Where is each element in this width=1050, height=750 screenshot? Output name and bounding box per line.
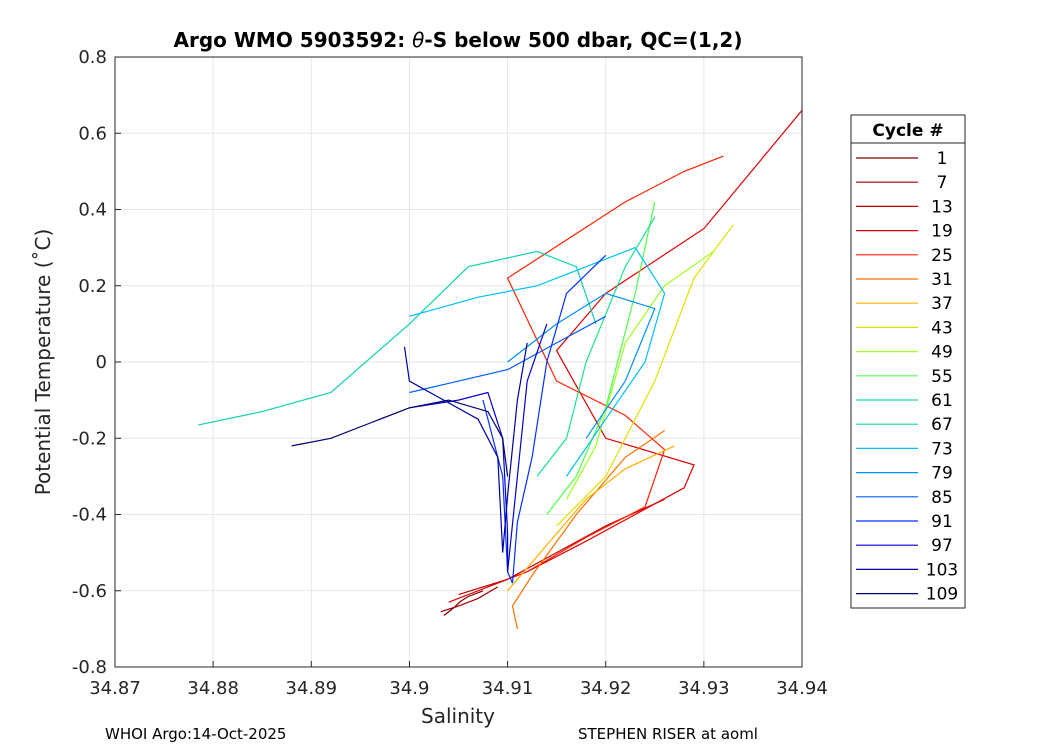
series-line-49 <box>565 250 715 500</box>
legend-label: 1 <box>937 149 948 169</box>
series-line-85 <box>409 315 606 394</box>
series-line-25 <box>506 155 724 573</box>
y-tick-label: 0.4 <box>78 200 107 221</box>
series-line-19 <box>448 110 803 603</box>
series-line-73 <box>409 246 666 477</box>
y-tick-label: -0.4 <box>72 505 107 526</box>
series-line-61 <box>536 216 656 477</box>
legend-label: 97 <box>931 536 953 556</box>
y-tick-label: -0.6 <box>72 581 107 602</box>
series-line-103 <box>403 342 528 553</box>
x-tick-label: 34.93 <box>678 678 730 699</box>
y-tick-label: -0.2 <box>72 428 107 449</box>
y-tick-label: 0.2 <box>78 276 107 297</box>
y-tick-label: 0.8 <box>78 47 107 68</box>
series-line-1 <box>443 590 484 616</box>
series-line-109 <box>291 399 509 477</box>
footer-operator: STEPHEN RISER at aoml <box>578 725 758 743</box>
series-line-79 <box>507 292 656 439</box>
legend-label: 13 <box>931 197 953 217</box>
x-tick-label: 34.92 <box>580 678 632 699</box>
y-axis-label: Potential Temperature (˚C) <box>31 229 55 496</box>
series-line-67 <box>198 250 597 426</box>
y-tick-label: -0.8 <box>72 657 107 678</box>
y-tick-label: 0 <box>96 352 107 373</box>
series-line-31 <box>511 430 665 630</box>
x-tick-label: 34.91 <box>482 678 534 699</box>
plot-series <box>198 110 803 630</box>
x-axis-label: Salinity <box>421 704 495 728</box>
legend-label: 73 <box>931 439 953 459</box>
legend-label: 43 <box>931 318 953 338</box>
legend-label: 7 <box>937 173 948 193</box>
legend: Cycle # 1 7 13 19 25 31 37 43 49 55 61 67 73 79 85 91 97… <box>850 114 966 609</box>
legend-label: 31 <box>931 270 953 290</box>
legend-label: 67 <box>931 415 953 435</box>
legend-title: Cycle # <box>872 121 943 141</box>
series-line-97 <box>409 323 548 572</box>
legend-label: 19 <box>931 222 953 242</box>
x-tick-label: 34.87 <box>89 678 141 699</box>
axis-ticks: 34.87 34.88 34.89 34.9 34.91 34.92 34.93 34.94 -… <box>72 47 828 699</box>
legend-label: 91 <box>931 512 953 532</box>
legend-label: 61 <box>931 391 953 411</box>
legend-label: 49 <box>931 343 953 363</box>
legend-label: 37 <box>931 294 953 314</box>
x-tick-label: 34.9 <box>389 678 429 699</box>
series-line-55 <box>546 201 656 515</box>
x-tick-label: 34.88 <box>187 678 239 699</box>
x-tick-label: 34.94 <box>776 678 828 699</box>
legend-label: 25 <box>931 246 953 266</box>
legend-label: 103 <box>926 560 958 580</box>
legend-label: 55 <box>931 367 953 387</box>
x-tick-label: 34.89 <box>286 678 338 699</box>
legend-label: 109 <box>926 585 958 605</box>
footer-date: WHOI Argo:14-Oct-2025 <box>105 725 287 743</box>
series-line-37 <box>507 445 675 592</box>
y-tick-label: 0.6 <box>78 123 107 144</box>
series-line-7 <box>440 586 499 613</box>
series-line-43 <box>556 224 734 527</box>
legend-label: 85 <box>931 488 953 508</box>
chart-title: Argo WMO 5903592: θ-S below 500 dbar, QC… <box>174 28 743 52</box>
series-line-91 <box>482 254 607 584</box>
legend-label: 79 <box>931 464 953 484</box>
